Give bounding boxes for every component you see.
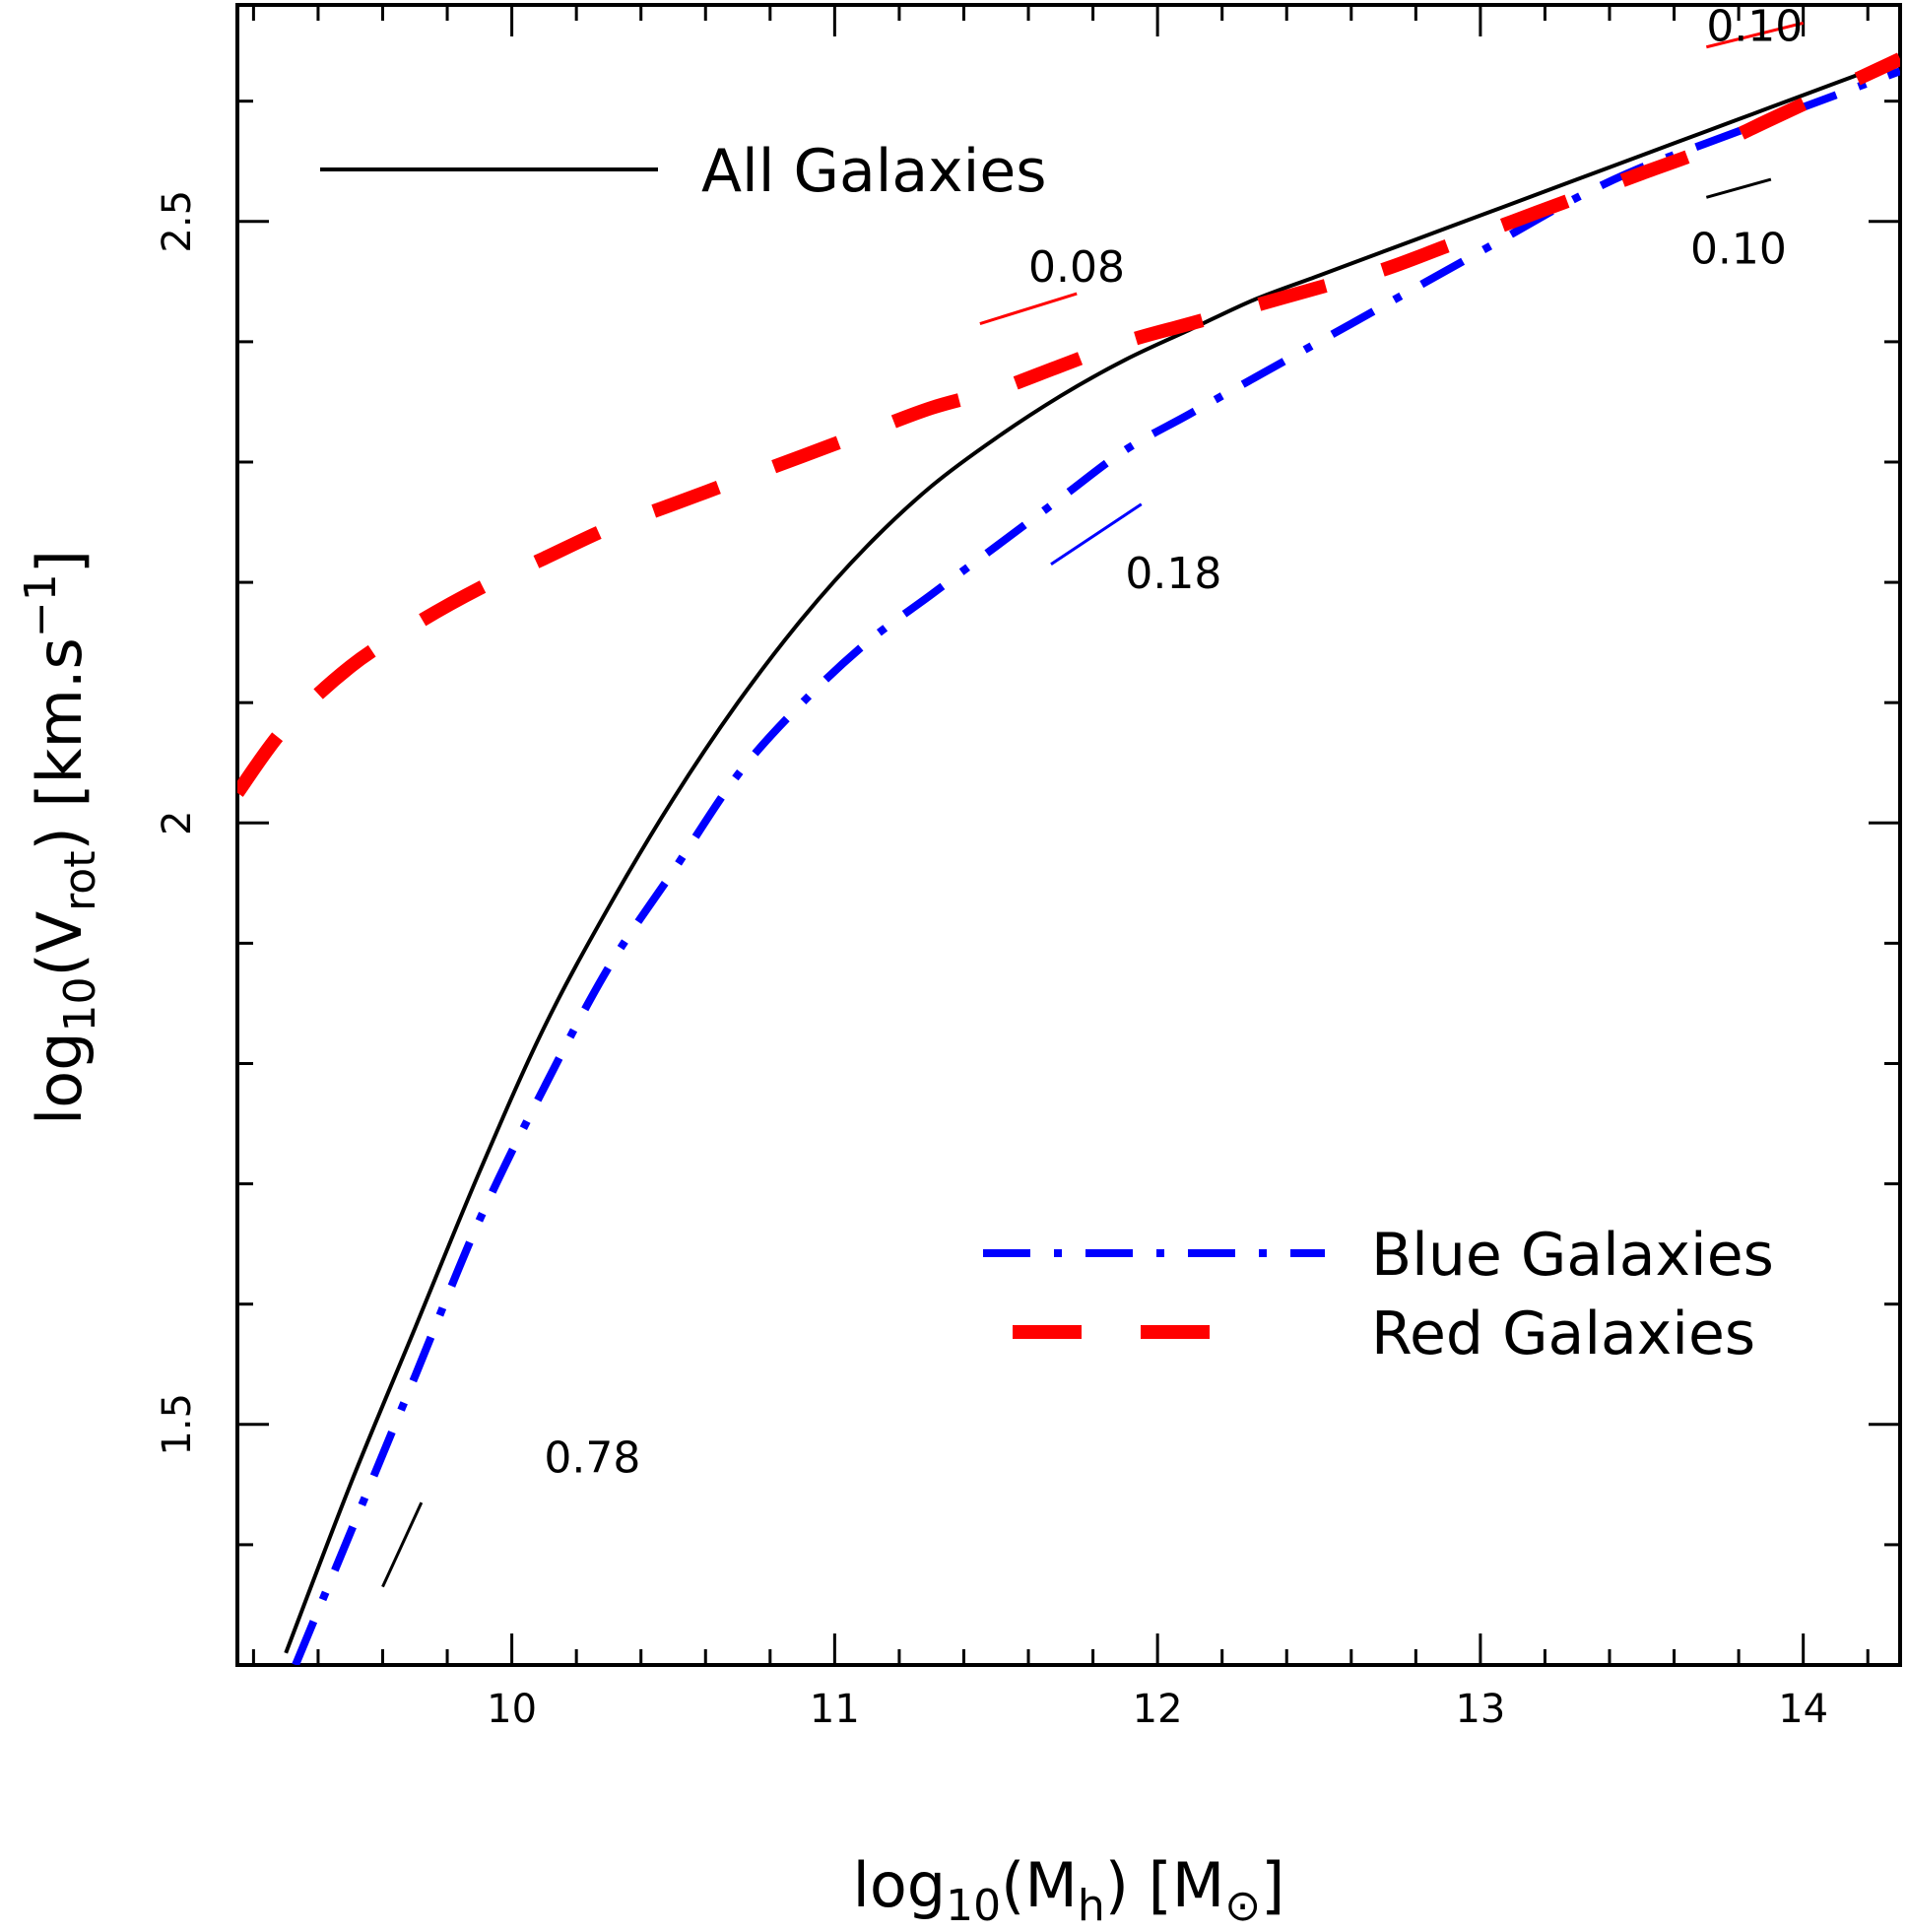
- legend-label: Blue Galaxies: [1371, 1221, 1774, 1290]
- x-axis-label: log10(Mh) [M⊙]: [853, 1849, 1285, 1931]
- slope-indicator-line: [381, 1501, 424, 1588]
- slope-label: 0.10: [1706, 2, 1803, 52]
- y-tick-label: 2.5: [155, 190, 200, 253]
- y-axis-label: log10(Vrot) [km.s−1]: [16, 550, 105, 1125]
- x-tick-label: 14: [1778, 1687, 1828, 1732]
- slope-indicator-line: [1050, 502, 1143, 566]
- x-axis-label-suffix: ) [M: [1105, 1849, 1225, 1921]
- series-line-red-galaxies: [237, 52, 1900, 797]
- slope-label: 0.10: [1690, 225, 1787, 275]
- slope-label: 0.78: [544, 1433, 640, 1484]
- slope-indicator-line: [979, 292, 1078, 326]
- ticks: [237, 5, 1900, 1665]
- slope-indicator-line: [1705, 21, 1805, 49]
- slope-indicator-line: [1705, 177, 1772, 199]
- slope-label: 0.08: [1028, 242, 1125, 293]
- x-axis-label-end: ]: [1261, 1849, 1284, 1921]
- x-tick-label: 12: [1133, 1687, 1183, 1732]
- tick-labels: 10 11 12 13 14 1.5 2 2.5: [155, 190, 1828, 1732]
- y-tick-label: 1.5: [155, 1393, 200, 1456]
- y-axis-label-prefix: log: [24, 1032, 96, 1125]
- series-line-blue-galaxies: [292, 67, 1900, 1665]
- legend-label: All Galaxies: [701, 137, 1047, 206]
- slope-label: 0.18: [1125, 549, 1221, 599]
- x-tick-label: 10: [487, 1687, 537, 1732]
- y-axis-label-sup: −1: [16, 573, 66, 637]
- y-axis-label-suffix: ) [km.s: [24, 637, 96, 850]
- y-tick-label: 2: [155, 811, 200, 835]
- y-axis-label-mid: (V: [24, 911, 96, 977]
- legend: All Galaxies Blue Galaxies Red Galaxies: [320, 137, 1774, 1368]
- annotations: 0.78 0.08 0.18 0.10 0.10: [381, 2, 1805, 1588]
- x-axis-label-symbol: ⊙: [1224, 1881, 1261, 1931]
- x-axis-label-prefix: log: [853, 1849, 947, 1921]
- x-axis-label-mid: (M: [1001, 1849, 1078, 1921]
- y-axis-label-end: ]: [24, 550, 96, 573]
- y-axis-label-sub: 10: [55, 976, 105, 1032]
- y-axis-label-sub2: rot: [55, 851, 105, 911]
- curves: [237, 52, 1900, 1665]
- series-line-all-galaxies: [284, 57, 1900, 1654]
- x-axis-label-sub2: h: [1078, 1881, 1105, 1931]
- x-tick-label: 13: [1455, 1687, 1505, 1732]
- x-tick-label: 11: [810, 1687, 860, 1732]
- plot-frame: [235, 3, 1902, 1667]
- x-axis-label-sub: 10: [946, 1881, 1001, 1931]
- legend-label: Red Galaxies: [1371, 1299, 1755, 1368]
